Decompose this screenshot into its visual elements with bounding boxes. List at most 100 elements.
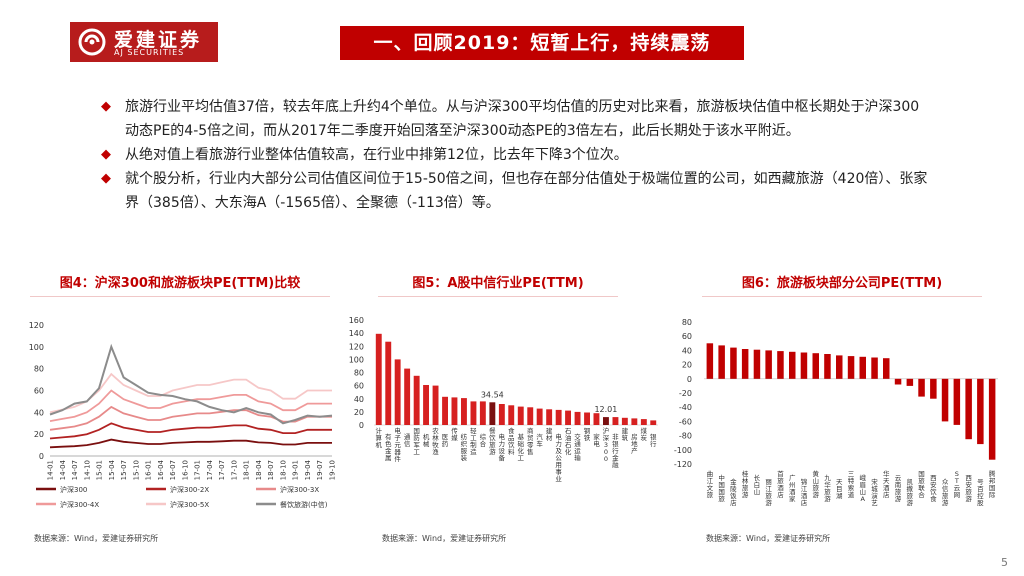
pe-comparison-line-chart: 0 20 40 60 80 100 120 14-01 14-04 14-07 14-10 15-01… bbox=[29, 321, 337, 509]
x-tick-label: 14-07 bbox=[71, 460, 79, 480]
x-tick-label: 电力设备 bbox=[499, 432, 506, 462]
y-tick-label: 60 bbox=[354, 382, 364, 391]
bar bbox=[574, 411, 581, 425]
x-tick-label: 15-07 bbox=[120, 460, 128, 480]
x-tick-label: 煤炭 bbox=[641, 426, 648, 442]
x-tick-label: 16-10 bbox=[181, 460, 189, 480]
bar bbox=[565, 410, 571, 425]
x-tick-label: 18-07 bbox=[267, 460, 275, 480]
bar bbox=[847, 356, 855, 379]
x-tick-label: 国旅联合 bbox=[918, 470, 925, 499]
bar bbox=[555, 409, 562, 425]
series-line bbox=[49, 372, 332, 414]
x-tick-label: 农林牧渔 bbox=[432, 426, 439, 456]
x-tick-label: 18-01 bbox=[243, 460, 251, 480]
y-tick-label: 60 bbox=[682, 332, 692, 341]
y-tick-label: 20 bbox=[354, 408, 364, 417]
bar bbox=[375, 333, 382, 425]
x-tick-label: 西安旅游 bbox=[965, 474, 972, 503]
x-tick-label: 综合 bbox=[480, 432, 487, 448]
x-tick-label: 17-07 bbox=[218, 460, 226, 480]
y-tick-label: 120 bbox=[29, 321, 44, 330]
y-tick-label: 40 bbox=[34, 408, 44, 417]
bar bbox=[527, 407, 534, 425]
x-tick-label: 国防军工 bbox=[413, 427, 420, 456]
x-tick-label: 15-04 bbox=[108, 459, 116, 480]
x-tick-label: 银行 bbox=[650, 432, 657, 448]
diamond-bullet-icon: ◆ bbox=[101, 171, 111, 186]
x-tick-label: 丽江旅游 bbox=[765, 478, 772, 507]
y-tick-label: 80 bbox=[34, 365, 44, 374]
figure-4-source: 数据来源：Wind，爱建证券研究所 bbox=[34, 534, 159, 543]
bar bbox=[404, 368, 411, 425]
x-tick-label: 餐饮旅游 bbox=[489, 426, 496, 456]
bar bbox=[741, 349, 749, 379]
bar bbox=[517, 406, 524, 425]
x-tick-label: 17-10 bbox=[230, 460, 238, 480]
bullet-text: 就个股分析，行业内大部分公司估值区间位于15-50倍之间，但也存在部分估值处于极… bbox=[125, 171, 928, 211]
y-tick-label: 160 bbox=[349, 316, 364, 325]
x-tick-label: 19-07 bbox=[316, 460, 324, 480]
bar bbox=[789, 351, 796, 379]
x-tick-label: 房地产 bbox=[631, 432, 638, 455]
x-tick-label: S T 云网 bbox=[954, 470, 961, 499]
company-logo: 爱建证券 AJ SECURITIES bbox=[70, 22, 218, 62]
bar bbox=[871, 357, 878, 379]
bar bbox=[394, 359, 401, 425]
x-tick-label: 计算机 bbox=[375, 426, 382, 449]
y-tick-label: -20 bbox=[679, 389, 692, 398]
industry-pe-bar-chart: 0 20 40 60 80 100 120 140 160 计算机有色金属电子元器件通信国防军工机… bbox=[349, 316, 658, 483]
bar bbox=[489, 402, 496, 425]
series-line bbox=[49, 343, 333, 425]
x-tick-label: 沪深 3 0 0 bbox=[603, 426, 610, 463]
figure-6-title: 图6：旅游板块部分公司PE(TTM) bbox=[702, 272, 982, 297]
bar bbox=[824, 354, 831, 379]
x-tick-label: 众信旅游 bbox=[942, 478, 949, 507]
bar bbox=[536, 408, 543, 425]
y-tick-label: 40 bbox=[354, 395, 364, 404]
x-tick-label: 16-04 bbox=[157, 459, 165, 480]
y-tick-label: 40 bbox=[682, 346, 692, 355]
x-tick-label: 三特索道 bbox=[848, 470, 855, 499]
bar bbox=[800, 352, 808, 379]
company-pe-bar-chart: 80 60 40 20 0 -20 -40 -60 -80 -100 -120 曲江文旅中国国旅金陵饭… bbox=[674, 318, 998, 507]
bullet-text: 从绝对值上看旅游行业整体估值较高，在行业中排第12位，比去年下降3个位次。 bbox=[125, 147, 628, 163]
y-tick-label: 0 bbox=[39, 452, 44, 461]
bar bbox=[612, 417, 619, 425]
x-tick-label: 基础化工 bbox=[517, 432, 524, 462]
x-tick-label: 云南旅游 bbox=[895, 474, 902, 503]
bar bbox=[584, 412, 590, 425]
series-line bbox=[49, 438, 332, 449]
legend-label: 沪深300-5X bbox=[170, 500, 209, 509]
bar bbox=[385, 341, 392, 425]
slide-title: 一、回顾2019：短暂上行，持续震荡 bbox=[340, 26, 744, 60]
bullet-item: ◆ 旅游行业平均估值37倍，较去年底上升约4个单位。从与沪深300平均估值的历史… bbox=[101, 95, 931, 143]
bar bbox=[706, 343, 714, 379]
x-tick-label: 17-01 bbox=[194, 460, 202, 480]
y-tick-label: 60 bbox=[34, 387, 44, 396]
y-tick-label: 120 bbox=[349, 342, 364, 351]
bar bbox=[413, 375, 420, 425]
x-tick-label: 食品饮料 bbox=[508, 426, 515, 456]
series-line bbox=[49, 405, 332, 431]
bullet-item: ◆ 就个股分析，行业内大部分公司估值区间位于15-50倍之间，但也存在部分估值处… bbox=[101, 167, 931, 215]
diamond-bullet-icon: ◆ bbox=[101, 147, 111, 162]
x-tick-label: 14-10 bbox=[83, 460, 91, 480]
bar bbox=[508, 405, 515, 425]
x-tick-label: 15-01 bbox=[96, 460, 104, 480]
x-tick-label: 16-01 bbox=[145, 460, 153, 480]
legend-label: 沪深300-3X bbox=[280, 485, 319, 494]
x-tick-label: 号百控股 bbox=[977, 478, 984, 507]
x-tick-label: 19-01 bbox=[292, 460, 300, 480]
bar bbox=[941, 378, 949, 422]
bar bbox=[965, 378, 972, 440]
data-label: 34.54 bbox=[481, 390, 504, 399]
x-tick-label: 医药 bbox=[442, 433, 449, 448]
x-tick-label: 商贸零售 bbox=[527, 426, 534, 456]
bar bbox=[953, 378, 961, 425]
x-tick-label: 机械 bbox=[423, 432, 430, 448]
bar bbox=[836, 355, 843, 379]
x-tick-label: 14-01 bbox=[47, 460, 55, 480]
legend-label: 餐饮旅游(中信) bbox=[280, 500, 328, 509]
x-tick-label: 交通运输 bbox=[574, 432, 581, 462]
